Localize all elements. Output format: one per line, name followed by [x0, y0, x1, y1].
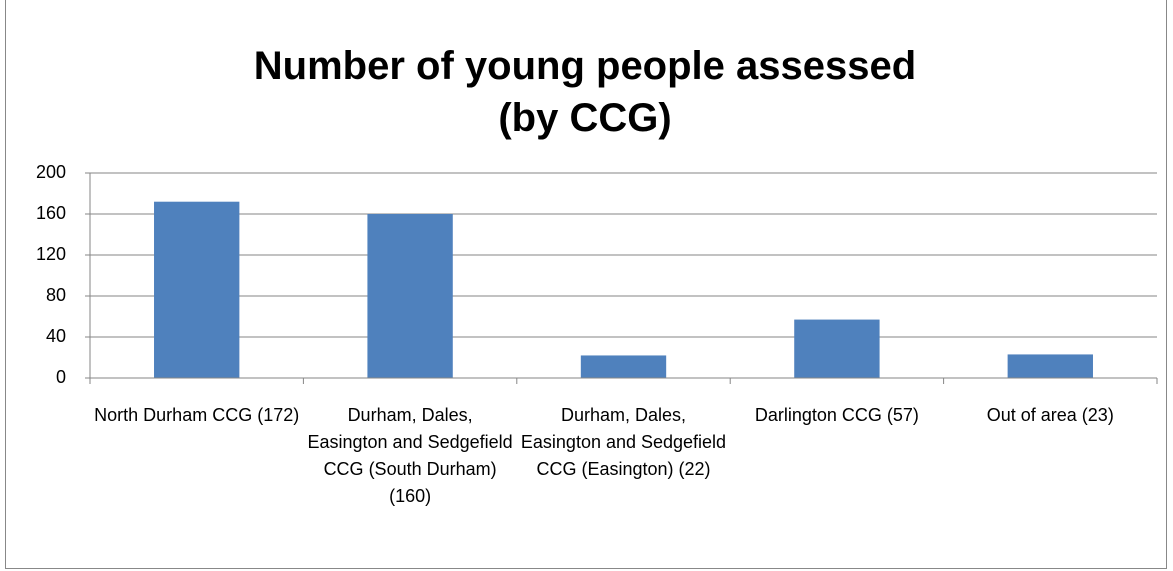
y-tick-label: 0 — [56, 367, 66, 387]
x-tick-label: Out of area (23) — [986, 405, 1114, 425]
y-tick-label: 160 — [36, 203, 66, 223]
x-tick-label: Durham, Dales, Easington and Sedgefield … — [520, 405, 727, 479]
x-tick-label: Darlington CCG (57) — [754, 405, 919, 425]
y-tick-label: 80 — [46, 285, 66, 305]
x-tick-label: Durham, Dales, Easington and Sedgefield … — [307, 405, 513, 506]
x-tick-label: North Durham CCG (172) — [94, 405, 300, 425]
chart-title: Number of young people assessed (by CCG) — [253, 44, 917, 140]
bar — [1007, 354, 1093, 378]
bar — [794, 319, 880, 378]
bar — [367, 214, 453, 378]
y-tick-label: 120 — [36, 244, 66, 264]
y-tick-label: 200 — [36, 162, 66, 182]
chart-frame — [5, 0, 1167, 569]
bar — [154, 201, 240, 378]
y-tick-label: 40 — [46, 326, 66, 346]
bar — [580, 355, 667, 378]
